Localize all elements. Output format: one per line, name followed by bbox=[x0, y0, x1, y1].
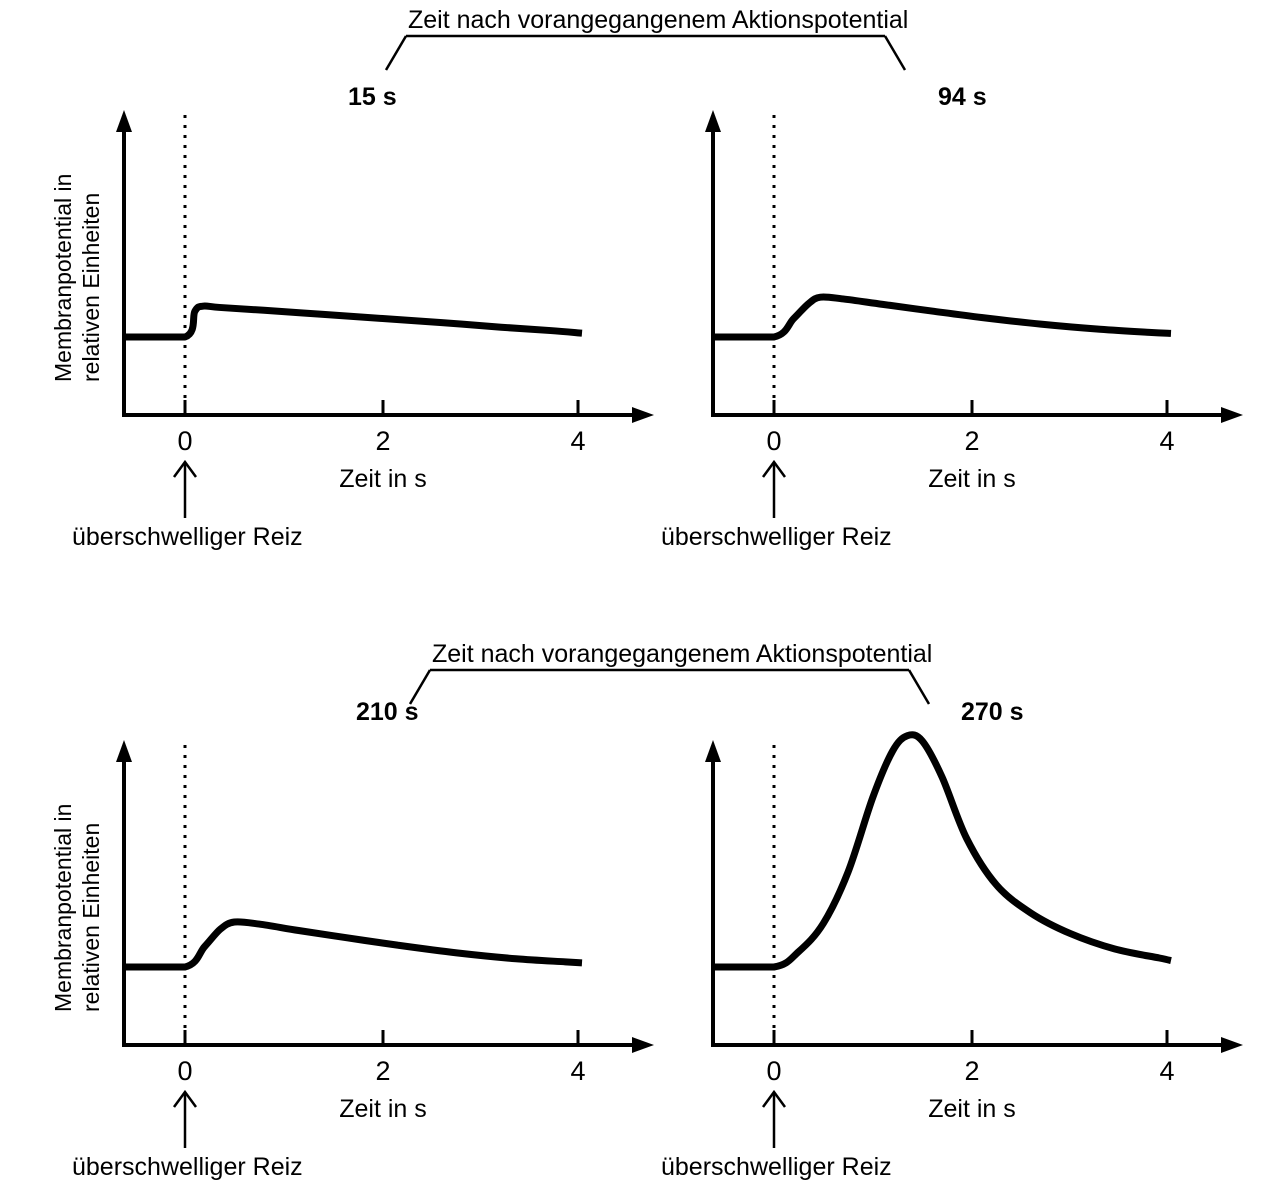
x-tick-label-4-panel-210s: 4 bbox=[570, 1056, 585, 1086]
stimulus-arrow-head-panel-270s bbox=[761, 1089, 787, 1108]
y-axis-label-line2-panel-15s: relativen Einheiten bbox=[78, 193, 104, 382]
x-axis-label-panel-94s: Zeit in s bbox=[928, 465, 1016, 493]
x-axis-label-panel-210s: Zeit in s bbox=[339, 1095, 427, 1123]
axes-panel-94s bbox=[711, 124, 1229, 417]
x-axis-label-panel-15s: Zeit in s bbox=[339, 465, 427, 493]
trace-panel-15s bbox=[124, 302, 583, 341]
bracket-leg-left-top bbox=[384, 35, 408, 71]
panel-15s: Membranpotential in relativen Einheiten … bbox=[50, 110, 654, 551]
panel-94s: 0 2 4 Zeit in s überschwelliger Reiz bbox=[661, 110, 1243, 551]
y-axis-label-panel-15s: Membranpotential in relativen Einheiten bbox=[50, 174, 104, 382]
y-axis-label-line1-panel-210s: Membranpotential in bbox=[50, 804, 76, 1012]
x-tick-label-4-panel-94s: 4 bbox=[1159, 426, 1174, 456]
y-axis-label-line2-panel-210s: relativen Einheiten bbox=[78, 823, 104, 1012]
x-tick-label-2-panel-210s: 2 bbox=[375, 1056, 390, 1086]
bracket-leg-right-bottom bbox=[907, 669, 931, 705]
x-tick-label-0-panel-15s: 0 bbox=[177, 426, 192, 456]
trace-panel-270s bbox=[713, 731, 1172, 971]
x-axis-label-panel-270s: Zeit in s bbox=[928, 1095, 1016, 1123]
stimulus-label-panel-210s: überschwelliger Reiz bbox=[72, 1153, 303, 1181]
x-tick-label-0-panel-94s: 0 bbox=[766, 426, 781, 456]
group-label-left-top: 15 s bbox=[348, 83, 397, 111]
group-header-bottom: Zeit nach vorangegangenem Aktionspotenti… bbox=[356, 640, 1024, 726]
x-axis-arrowhead-panel-94s bbox=[1221, 407, 1243, 423]
stimulus-label-panel-94s: überschwelliger Reiz bbox=[661, 523, 892, 551]
trace-panel-94s bbox=[713, 293, 1172, 341]
x-axis-arrowhead-panel-210s bbox=[632, 1037, 654, 1053]
group-header-top: Zeit nach vorangegangenem Aktionspotenti… bbox=[348, 6, 987, 111]
x-tick-label-4-panel-15s: 4 bbox=[570, 426, 585, 456]
x-tick-label-2-panel-270s: 2 bbox=[964, 1056, 979, 1086]
y-axis-arrowhead-panel-210s bbox=[116, 740, 132, 762]
bracket-leg-left-bottom bbox=[408, 669, 432, 705]
axes-panel-210s bbox=[122, 754, 640, 1047]
group-label-right-top: 94 s bbox=[938, 83, 987, 111]
y-axis-label-panel-210s: Membranpotential in relativen Einheiten bbox=[50, 804, 104, 1012]
stimulus-arrow-head-panel-15s bbox=[172, 459, 198, 478]
panel-210s: Membranpotential in relativen Einheiten … bbox=[50, 740, 654, 1181]
x-tick-label-2-panel-15s: 2 bbox=[375, 426, 390, 456]
group-label-left-bottom: 210 s bbox=[356, 698, 419, 726]
y-axis-arrowhead-panel-94s bbox=[705, 110, 721, 132]
x-axis-arrowhead-panel-15s bbox=[632, 407, 654, 423]
x-tick-label-0-panel-210s: 0 bbox=[177, 1056, 192, 1086]
y-axis-arrowhead-panel-270s bbox=[705, 740, 721, 762]
stimulus-arrow-head-panel-94s bbox=[761, 459, 787, 478]
y-axis-arrowhead-panel-15s bbox=[116, 110, 132, 132]
trace-panel-210s bbox=[124, 918, 583, 971]
axes-panel-15s bbox=[122, 124, 640, 417]
x-tick-label-2-panel-94s: 2 bbox=[964, 426, 979, 456]
axes-panel-270s bbox=[711, 754, 1229, 1047]
x-tick-label-0-panel-270s: 0 bbox=[766, 1056, 781, 1086]
panel-270s: 0 2 4 Zeit in s überschwelliger Reiz bbox=[661, 731, 1243, 1181]
group-title-top: Zeit nach vorangegangenem Aktionspotenti… bbox=[408, 6, 908, 34]
stimulus-arrow-head-panel-210s bbox=[172, 1089, 198, 1108]
bracket-leg-right-top bbox=[883, 35, 907, 71]
group-label-right-bottom: 270 s bbox=[961, 698, 1024, 726]
x-axis-arrowhead-panel-270s bbox=[1221, 1037, 1243, 1053]
stimulus-label-panel-270s: überschwelliger Reiz bbox=[661, 1153, 892, 1181]
y-axis-label-line1-panel-15s: Membranpotential in bbox=[50, 174, 76, 382]
stimulus-label-panel-15s: überschwelliger Reiz bbox=[72, 523, 303, 551]
x-tick-label-4-panel-270s: 4 bbox=[1159, 1056, 1174, 1086]
group-title-bottom: Zeit nach vorangegangenem Aktionspotenti… bbox=[432, 640, 932, 668]
